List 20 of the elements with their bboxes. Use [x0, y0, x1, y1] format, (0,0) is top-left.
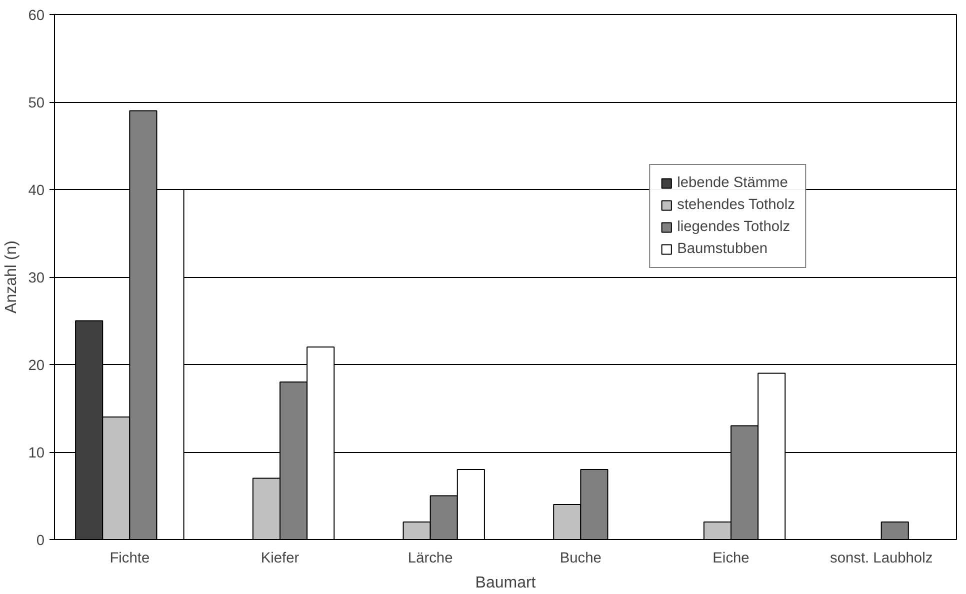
y-tick-label: 60 [28, 8, 45, 24]
y-tick-label: 40 [28, 183, 45, 199]
x-tick-label: Lärche [408, 550, 453, 566]
legend-label: lebende Stämme [677, 175, 788, 191]
legend-label: stehendes Totholz [677, 197, 795, 213]
y-tick-label: 50 [28, 96, 45, 112]
legend-label: liegendes Totholz [677, 219, 790, 235]
x-tick-label: Fichte [110, 550, 150, 566]
x-axis-title: Baumart [475, 574, 536, 592]
x-tick-label: Eiche [712, 550, 750, 566]
legend-label: Baumstubben [677, 241, 768, 257]
bar [880, 522, 909, 540]
x-tick-label: Buche [560, 550, 602, 566]
y-tick-label: 30 [28, 270, 45, 286]
x-tick-label: sonst. Laubholz [830, 550, 933, 566]
y-tick-label: 0 [36, 533, 45, 549]
x-tick-label: Kiefer [260, 550, 300, 566]
y-axis-title: Anzahl (n) [3, 240, 20, 314]
y-tick-label: 20 [28, 358, 45, 374]
y-tick-label: 10 [28, 446, 45, 462]
